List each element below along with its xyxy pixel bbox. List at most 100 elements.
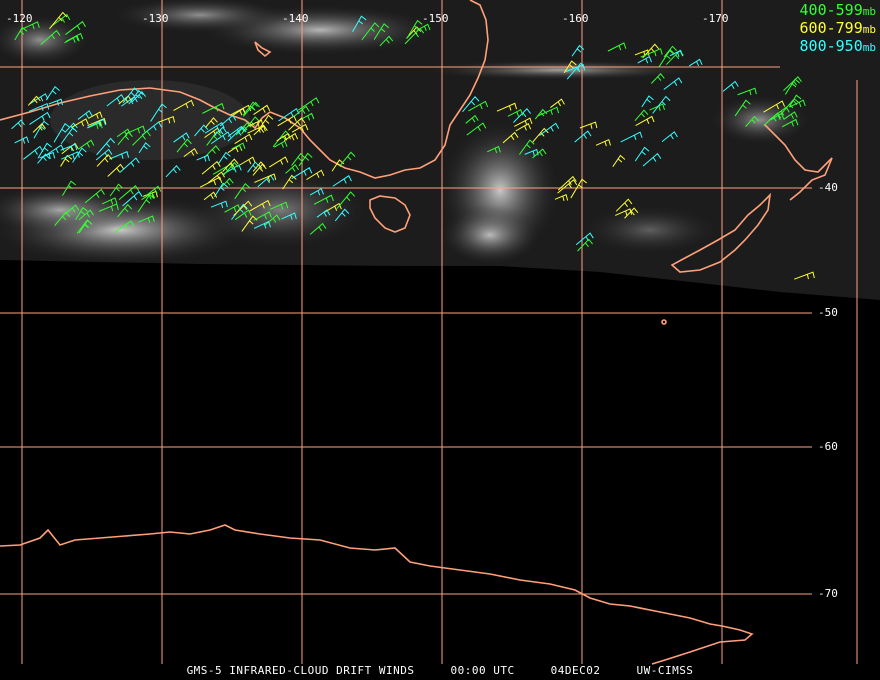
wind-barb xyxy=(788,94,802,108)
wind-barb xyxy=(536,106,560,117)
wind-barb xyxy=(404,27,425,45)
wind-barb xyxy=(203,145,220,159)
lat-label: -60 xyxy=(818,440,838,453)
wind-barb xyxy=(532,148,547,159)
legend-item-600-799: 600-799mb xyxy=(800,20,876,38)
wind-barb xyxy=(173,99,195,111)
wind-barb xyxy=(574,130,592,143)
caption-date: 04DEC02 xyxy=(550,664,601,677)
wind-barb xyxy=(309,188,324,196)
lon-label: -120 xyxy=(6,12,33,25)
wind-barb xyxy=(247,161,260,173)
wind-barb xyxy=(227,126,247,142)
lat-label: -70 xyxy=(818,587,838,600)
wind-barb xyxy=(281,212,297,220)
wind-barb xyxy=(157,116,176,124)
wind-barb xyxy=(88,111,103,119)
wind-barb xyxy=(550,98,565,108)
wind-barb xyxy=(620,131,643,143)
wind-barb xyxy=(763,100,786,113)
wind-barb xyxy=(688,58,703,67)
wind-barb xyxy=(210,200,228,209)
wind-barb xyxy=(176,138,192,153)
wind-barb xyxy=(132,130,151,146)
wind-barb xyxy=(28,102,50,112)
wind-barb xyxy=(39,151,56,160)
wind-barb xyxy=(269,201,289,210)
wind-barb xyxy=(116,128,132,138)
wind-barb xyxy=(783,111,798,120)
wind-barb xyxy=(269,156,289,168)
wind-barb xyxy=(122,87,140,104)
wind-barb xyxy=(737,87,757,96)
caption-product: GMS-5 INFRARED-CLOUD DRIFT WINDS xyxy=(186,664,415,677)
wind-barb xyxy=(183,147,198,158)
wind-barb xyxy=(507,109,524,117)
caption-time: 00:00 UTC xyxy=(450,664,515,677)
wind-barb xyxy=(406,19,423,39)
wind-barb xyxy=(210,131,232,145)
wind-barb xyxy=(219,114,237,127)
wind-barb xyxy=(637,55,653,64)
wind-barb xyxy=(570,178,588,199)
wind-barb xyxy=(76,219,92,234)
wind-barb xyxy=(554,193,569,202)
wind-barb xyxy=(361,22,380,41)
wind-barb xyxy=(278,108,300,122)
wind-barb xyxy=(11,119,25,130)
wind-barb xyxy=(49,11,68,30)
wind-barb xyxy=(101,197,118,205)
legend-range: 600-799 xyxy=(799,19,863,37)
wind-barb xyxy=(62,180,77,196)
wind-barb xyxy=(231,142,246,150)
legend-unit: mb xyxy=(862,41,876,54)
wind-barb xyxy=(40,29,61,46)
wind-barb xyxy=(652,95,671,114)
wind-barb xyxy=(61,151,80,160)
wind-barb xyxy=(519,139,535,155)
wind-barb xyxy=(496,102,518,112)
wind-barb xyxy=(615,198,633,212)
wind-barb xyxy=(96,153,113,167)
wind-barb xyxy=(77,139,95,150)
wind-barb xyxy=(48,98,63,106)
wind-barb xyxy=(65,20,86,35)
wind-barb xyxy=(37,153,50,164)
lon-label: -170 xyxy=(702,12,729,25)
wind-barb xyxy=(54,211,71,226)
wind-barb xyxy=(60,143,78,152)
lat-label: -40 xyxy=(818,181,838,194)
wind-barb xyxy=(288,117,306,131)
wind-barb xyxy=(642,152,662,167)
wind-barb xyxy=(254,173,277,183)
wind-barb xyxy=(332,175,352,187)
wind-barb xyxy=(612,154,626,167)
wind-barb xyxy=(165,165,181,178)
wind-barb xyxy=(234,209,252,221)
wind-barb xyxy=(202,102,225,114)
wind-barb xyxy=(27,95,41,106)
wind-barb xyxy=(64,122,78,133)
wind-barb xyxy=(515,122,532,132)
wind-barb xyxy=(14,136,30,144)
wind-barb xyxy=(253,104,271,116)
lon-label: -150 xyxy=(422,12,449,25)
wind-barb xyxy=(98,203,119,212)
wind-barb xyxy=(577,238,593,252)
wind-barb xyxy=(794,271,815,280)
wind-barb xyxy=(107,163,125,177)
wind-barb xyxy=(339,151,356,167)
wind-barb xyxy=(276,133,291,142)
wind-barb xyxy=(309,222,327,235)
wind-barb xyxy=(502,131,519,144)
legend-range: 400-599 xyxy=(799,1,863,19)
wind-barb xyxy=(257,114,274,132)
legend-item-400-599: 400-599mb xyxy=(800,2,876,20)
wind-barb xyxy=(29,111,51,125)
wind-barb xyxy=(607,42,627,52)
wind-barb xyxy=(214,182,228,198)
wind-barb xyxy=(234,133,253,145)
wind-barb xyxy=(234,183,251,200)
wind-barb xyxy=(138,142,151,154)
